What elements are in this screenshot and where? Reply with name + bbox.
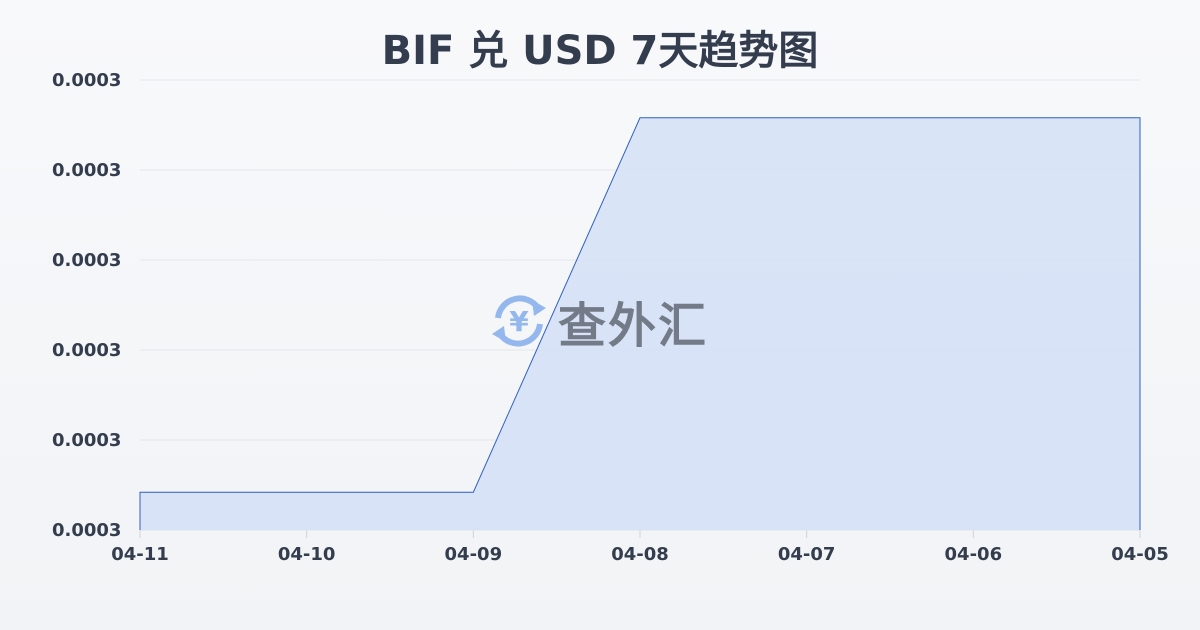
chart-title: BIF 兑 USD 7天趋势图 xyxy=(381,28,819,74)
x-tick-label: 04-06 xyxy=(945,544,1003,565)
y-tick-label: 0.0003 xyxy=(52,520,121,541)
x-tick-label: 04-09 xyxy=(445,544,503,565)
x-tick-label: 04-05 xyxy=(1111,544,1169,565)
y-tick-label: 0.0003 xyxy=(52,430,121,451)
x-tick-label: 04-08 xyxy=(611,544,669,565)
y-tick-label: 0.0003 xyxy=(52,160,121,181)
y-tick-label: 0.0003 xyxy=(52,70,121,91)
area-fill xyxy=(140,117,1140,531)
yen-exchange-icon: ¥ xyxy=(492,295,546,347)
x-tick-label: 04-10 xyxy=(278,544,336,565)
x-tick-label: 04-07 xyxy=(778,544,836,565)
watermark-text: 查外汇 xyxy=(558,298,709,354)
y-tick-label: 0.0003 xyxy=(52,250,121,271)
y-tick-label: 0.0003 xyxy=(52,340,121,361)
series-line xyxy=(139,117,1141,530)
svg-text:¥: ¥ xyxy=(509,305,529,338)
x-tick-label: 04-11 xyxy=(111,544,169,565)
watermark: ¥ 查外汇 xyxy=(488,286,708,356)
